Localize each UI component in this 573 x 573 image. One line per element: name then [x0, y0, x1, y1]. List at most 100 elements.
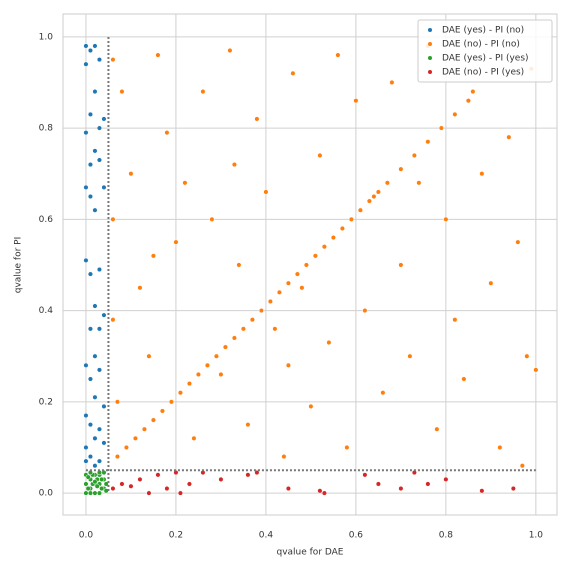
point: [150, 253, 156, 259]
point: [186, 381, 192, 387]
point: [245, 422, 251, 428]
point: [479, 488, 485, 494]
point: [96, 157, 102, 163]
point: [87, 422, 93, 428]
point: [362, 472, 368, 478]
x-tick-label: 0.4: [259, 531, 274, 541]
point: [186, 481, 192, 487]
point: [119, 89, 125, 95]
marks: [83, 37, 539, 496]
point: [87, 162, 93, 168]
point: [326, 339, 332, 346]
point: [209, 216, 215, 222]
point: [85, 474, 91, 480]
point: [533, 367, 539, 373]
point: [128, 171, 134, 177]
point: [222, 344, 228, 350]
point: [416, 180, 422, 186]
y-tick-label: 0.0: [39, 489, 54, 499]
point: [258, 308, 264, 314]
point: [276, 289, 282, 295]
point: [452, 317, 458, 323]
point: [83, 481, 89, 487]
point: [101, 312, 107, 318]
point: [195, 371, 201, 378]
point: [150, 417, 156, 423]
point: [317, 152, 323, 158]
point: [452, 111, 458, 117]
point: [263, 189, 269, 195]
point: [114, 399, 120, 405]
point: [407, 353, 413, 359]
point: [443, 216, 449, 222]
point: [438, 125, 444, 131]
point: [389, 79, 395, 85]
point: [83, 61, 89, 67]
point: [218, 476, 224, 482]
point: [87, 490, 93, 496]
point: [510, 485, 516, 492]
point: [96, 426, 102, 432]
point: [94, 483, 100, 489]
point: [92, 490, 98, 496]
point: [191, 435, 197, 441]
point: [101, 403, 107, 409]
point: [245, 472, 251, 478]
legend-marker: [428, 28, 432, 32]
point: [92, 303, 98, 309]
point: [357, 207, 363, 213]
point: [231, 335, 237, 341]
grid: 0.0 0.2 0.4 0.6 0.8 1.0 0.0 0.2 0.4 0.6 0.8 1.0: [39, 14, 557, 541]
legend-label: DAE (yes) - PI (no): [442, 26, 524, 36]
point: [87, 193, 93, 200]
point: [398, 262, 404, 268]
point: [110, 317, 116, 323]
point: [99, 485, 105, 492]
point: [92, 479, 98, 485]
point: [96, 266, 102, 273]
point: [83, 184, 89, 190]
point: [488, 280, 494, 286]
point: [254, 470, 260, 476]
x-tick-label: 0.0: [79, 531, 94, 541]
point: [353, 98, 359, 104]
point: [101, 440, 107, 446]
y-tick-label: 1.0: [39, 32, 54, 42]
point: [96, 326, 102, 332]
point: [290, 70, 296, 76]
point: [398, 166, 404, 172]
point: [83, 362, 89, 368]
point: [470, 89, 476, 95]
point: [83, 43, 89, 49]
point: [137, 285, 143, 291]
point: [99, 476, 105, 482]
point: [285, 362, 291, 368]
point: [92, 207, 98, 213]
point: [375, 481, 381, 487]
point: [524, 353, 530, 359]
point: [96, 367, 102, 373]
point: [155, 472, 161, 478]
point: [123, 444, 129, 451]
point: [398, 485, 404, 492]
point: [114, 454, 120, 460]
point: [362, 308, 368, 314]
legend-marker: [428, 42, 432, 46]
x-tick-label: 0.2: [169, 531, 183, 541]
point: [83, 490, 89, 496]
point: [101, 184, 107, 190]
point: [96, 490, 102, 496]
point: [285, 280, 291, 286]
point: [146, 490, 152, 496]
point: [110, 216, 116, 222]
point: [330, 235, 336, 241]
point: [164, 130, 170, 136]
point: [96, 125, 102, 131]
point: [182, 180, 188, 186]
y-axis-label: qvalue for PI: [14, 237, 24, 293]
point: [321, 490, 327, 496]
point: [132, 435, 138, 441]
point: [177, 390, 183, 396]
point: [317, 488, 323, 494]
